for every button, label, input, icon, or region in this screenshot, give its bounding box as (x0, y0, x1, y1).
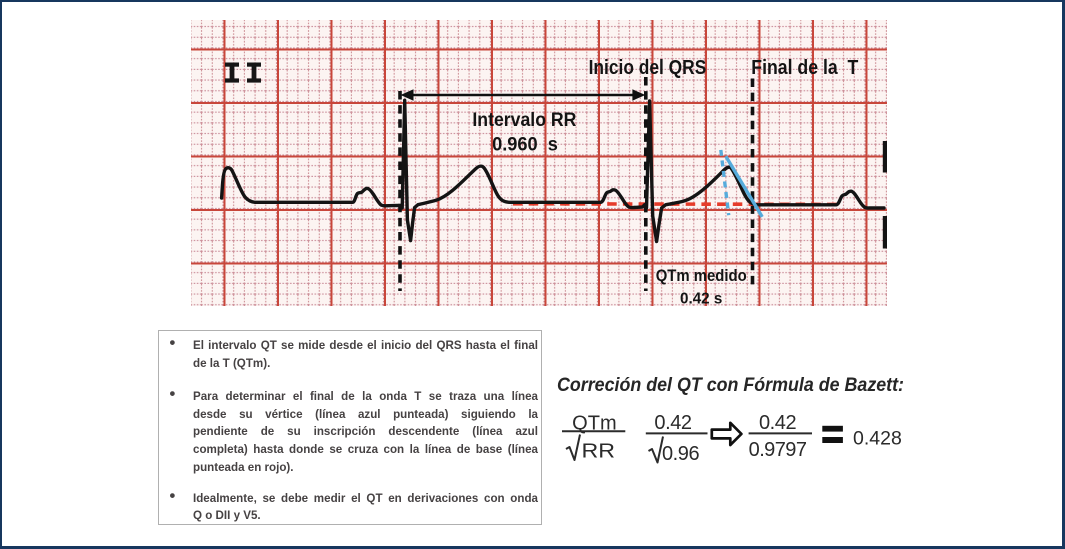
svg-text:RR: RR (582, 441, 616, 463)
svg-text:0.428: 0.428 (853, 428, 902, 450)
svg-text:QTm: QTm (572, 412, 616, 434)
svg-text:Inicio del QRS: Inicio del QRS (589, 56, 707, 79)
svg-text:0.42 s: 0.42 s (680, 290, 722, 306)
svg-text:0.96: 0.96 (662, 443, 700, 465)
svg-text:QTm medido: QTm medido (656, 266, 747, 285)
svg-text:Final de la T: Final de la T (751, 56, 858, 79)
svg-text:Intervalo RR: Intervalo RR (472, 109, 576, 131)
svg-text:Correción del QT con Fórmula d: Correción del QT con Fórmula de Bazett: (557, 374, 904, 396)
svg-text:0.42: 0.42 (759, 412, 797, 434)
svg-text:0.9797: 0.9797 (749, 439, 807, 461)
svg-text:0.960 s: 0.960 s (492, 134, 558, 156)
svg-text:0.42: 0.42 (654, 412, 692, 434)
